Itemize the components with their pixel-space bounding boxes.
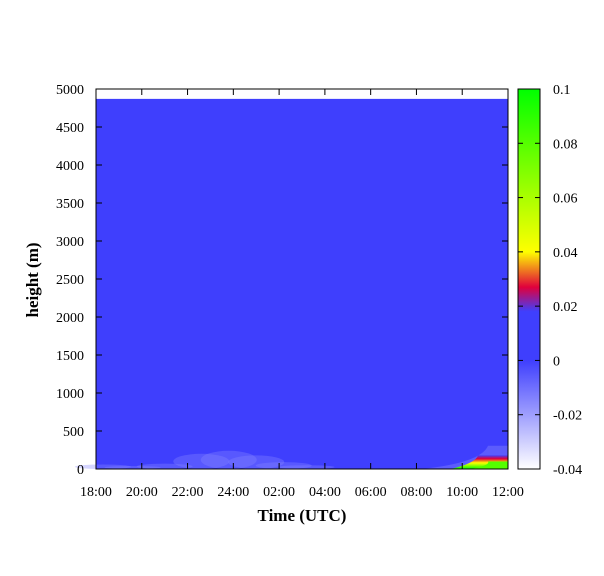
colorbar-tick-label: -0.02	[553, 409, 582, 424]
x-tick-label: 22:00	[172, 485, 204, 500]
x-tick-label: 02:00	[263, 485, 295, 500]
colorbar: -0.04 -0.02 0 0.02 0.04 0.06 0.08 0.1	[517, 83, 582, 478]
y-tick-label: 3000	[56, 235, 84, 250]
wisp-mark	[228, 455, 285, 469]
wisp-mark	[255, 462, 312, 469]
colorbar-ticks: -0.04 -0.02 0 0.02 0.04 0.06 0.08 0.1	[518, 83, 582, 478]
y-tick-label: 3500	[56, 197, 84, 212]
flux-peak	[470, 461, 508, 469]
y-tick-label: 4500	[56, 121, 84, 136]
y-tick-label: 2000	[56, 311, 84, 326]
colorbar-tick-label: 0.06	[553, 192, 578, 207]
wisp-mark	[136, 463, 193, 469]
x-tick-label: 20:00	[126, 485, 158, 500]
heatmap-background	[96, 98, 508, 469]
surface-flux-region	[420, 445, 508, 469]
colorbar-tick-label: -0.04	[553, 463, 582, 478]
x-tick-label: 06:00	[355, 485, 387, 500]
x-tick-label: 18:00	[80, 485, 112, 500]
wisp-mark	[104, 465, 161, 470]
x-tick-label: 04:00	[309, 485, 341, 500]
y-tick-label: 0	[77, 463, 84, 478]
wisp-mark	[278, 465, 335, 469]
x-axis-ticks: 18:00 20:00 22:00 24:00 02:00 04:00 06:00 08:00…	[80, 89, 524, 500]
colorbar-tick-label: 0.08	[553, 137, 578, 152]
x-tick-label: 08:00	[400, 485, 432, 500]
y-axis-ticks: 0 500 1000 1500 2000 2500 3000 3500 4000 4500 5000	[56, 83, 508, 478]
colorbar-frame	[517, 88, 541, 470]
x-tick-label: 10:00	[446, 485, 478, 500]
wisp-mark	[74, 464, 131, 469]
y-axis-title: height (m)	[23, 242, 42, 317]
y-tick-label: 5000	[56, 83, 84, 98]
x-axis-title: Time (UTC)	[258, 506, 347, 525]
y-tick-label: 500	[63, 425, 84, 440]
x-tick-label: 12:00	[492, 485, 524, 500]
colorbar-tick-label: 0.04	[553, 246, 578, 261]
y-tick-label: 2500	[56, 273, 84, 288]
colorbar-tick-label: 0.1	[553, 83, 571, 98]
colorbar-tick-label: 0	[553, 354, 560, 369]
y-tick-label: 1000	[56, 387, 84, 402]
y-tick-label: 4000	[56, 159, 84, 174]
colorbar-fill	[518, 89, 540, 469]
colorbar-tick-label: 0.02	[553, 300, 578, 315]
x-tick-label: 24:00	[217, 485, 249, 500]
heatmap-field	[74, 98, 508, 470]
y-tick-label: 1500	[56, 349, 84, 364]
wisp-mark	[200, 450, 257, 469]
